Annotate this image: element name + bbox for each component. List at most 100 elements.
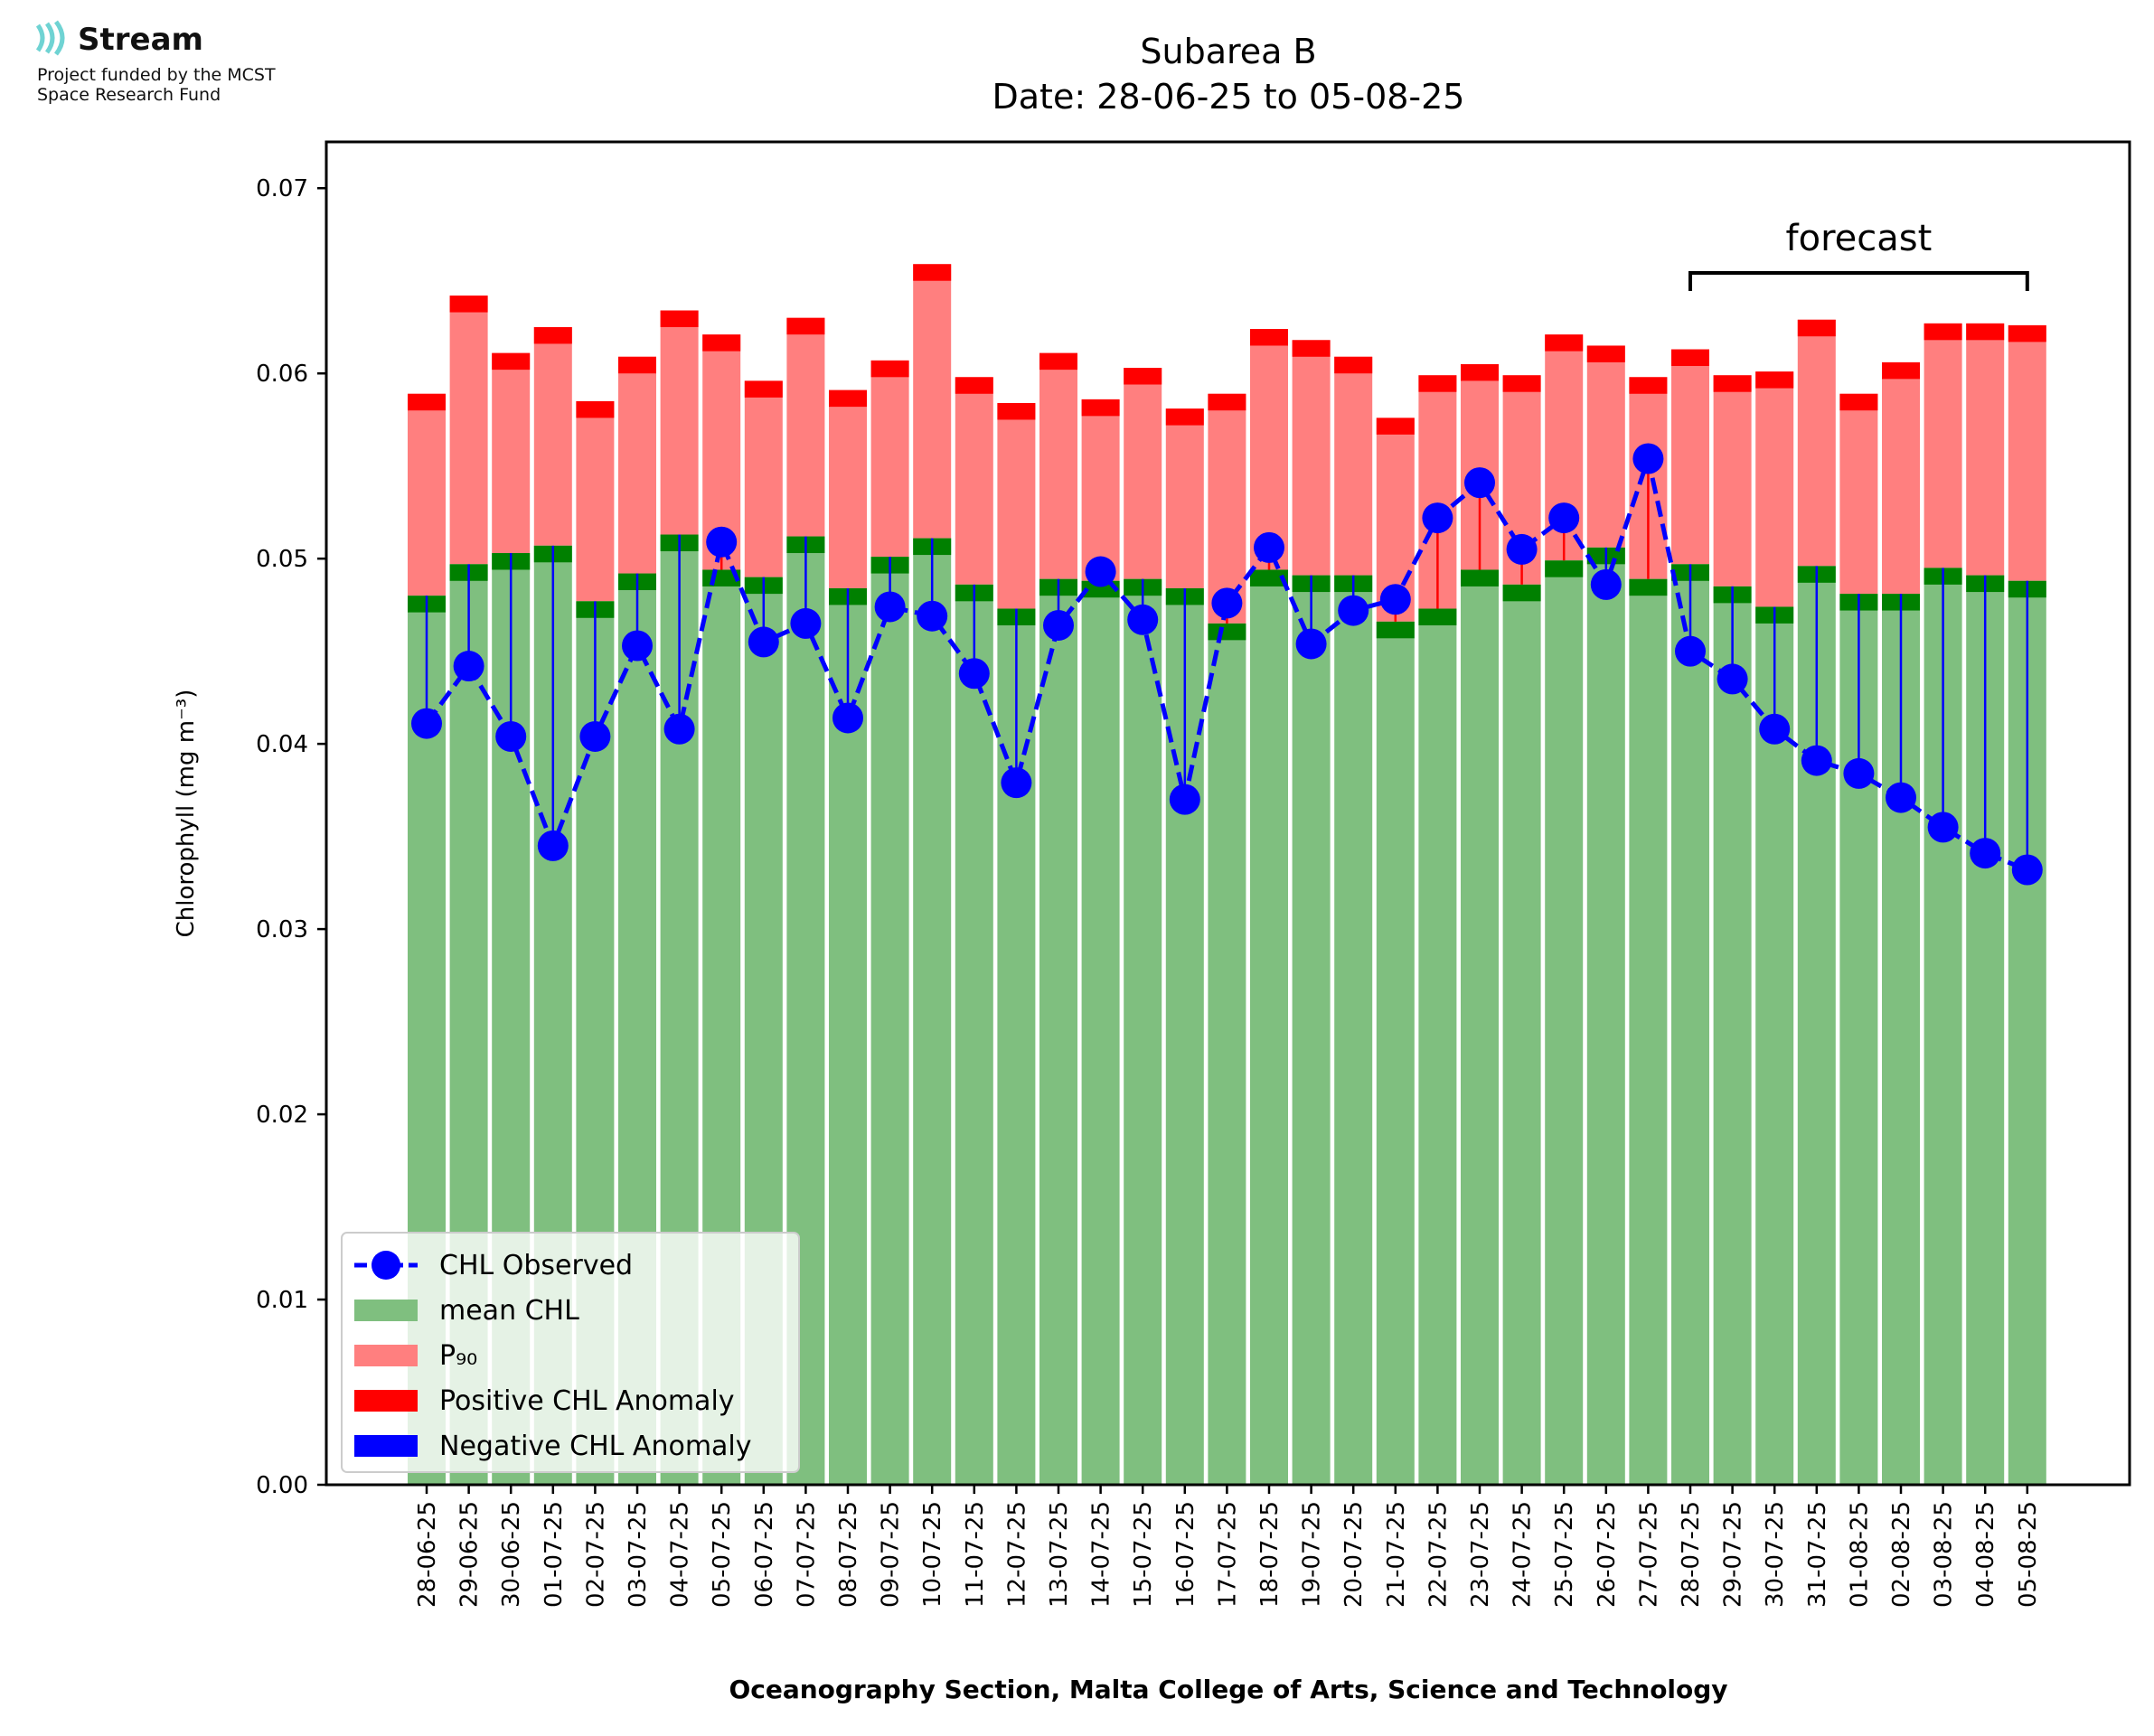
p90-bar-edge [997,403,1036,420]
observed-point [1927,812,1959,843]
observed-point [1085,556,1116,587]
p90-bar-edge [955,377,993,394]
y-tick-label: 0.00 [256,1472,308,1499]
mean-chl-bar-edge [1461,569,1499,586]
observed-point [2011,854,2043,886]
mean-chl-bar-edge [1545,560,1584,577]
p90-bar-edge [1797,319,1836,337]
p90-bar [744,380,783,577]
y-tick-label: 0.04 [256,731,308,758]
legend-label: P₉₀ [439,1340,477,1372]
mean-chl-bar [1081,580,1120,1485]
x-tick-label: 14-07-25 [1088,1501,1115,1608]
mean-chl-bar-edge [1502,584,1541,602]
observed-point [1043,609,1074,641]
x-tick-label: 09-07-25 [878,1501,905,1608]
p90-bar-edge [1545,334,1584,352]
p90-bar-edge [1882,361,1920,380]
legend-swatch [354,1435,418,1457]
x-tick-label: 18-07-25 [1256,1501,1284,1608]
p90-bar-edge [449,296,488,313]
x-tick-label: 15-07-25 [1130,1501,1157,1608]
forecast-bracket-line [1688,271,2029,291]
p90-bar-edge [1376,418,1415,435]
logo-funding-line-1: Project funded by the MCST [37,65,276,85]
observed-point [1295,628,1327,660]
observed-point [790,607,822,639]
x-tick-label: 21-07-25 [1383,1501,1410,1608]
x-tick-label: 03-07-25 [625,1501,652,1608]
p90-bar-edge [576,400,615,418]
observed-point [748,626,779,658]
legend-box [341,1232,800,1473]
y-tick-label: 0.02 [256,1102,308,1129]
forecast-bracket [1688,271,2029,291]
p90-bar-edge [1418,375,1457,392]
observed-point [1338,595,1369,626]
observed-line [424,450,2028,872]
mean-chl-bar-edge [1629,578,1668,596]
p90-bar [1124,368,1162,579]
x-tick-label: 29-06-25 [456,1501,484,1608]
p90-bar [533,326,572,546]
mean-chl-bar [1586,547,1625,1485]
p90-bar [1165,408,1204,588]
observed-point [1169,784,1200,815]
x-tick-label: 24-07-25 [1510,1501,1537,1608]
observed-point [1590,568,1622,600]
x-tick-label: 11-07-25 [962,1501,989,1608]
observed-point [1464,467,1495,499]
observed-point [1127,604,1159,635]
p90-bar-edge [1966,323,2005,341]
x-tick-label: 10-07-25 [919,1501,946,1608]
mean-chl-bar [1208,623,1246,1485]
x-tick-label: 01-08-25 [1846,1501,1873,1608]
mean-chl-bar [1250,569,1288,1485]
x-tick-label: 27-07-25 [1635,1501,1662,1608]
observed-point [1675,635,1706,667]
p90-bar [786,317,825,537]
observed-point [706,526,738,558]
p90-bar-edge [1081,399,1120,417]
p90-bar-edge [1839,393,1878,411]
p90-bar [955,377,993,585]
observed-point [874,591,906,623]
x-tick-label: 02-08-25 [1888,1501,1915,1608]
p90-bar [1924,323,1962,568]
p90-bar-edge [2008,324,2046,343]
x-tick-label: 05-08-25 [2015,1501,2042,1608]
mean-chl-bar [1629,578,1668,1485]
x-tick-label: 28-07-25 [1678,1501,1705,1608]
p90-bar [1586,345,1625,548]
p90-bar-edge [1039,352,1077,371]
p90-bar [870,360,909,558]
p90-bar [1713,375,1752,586]
observed-point [663,713,695,745]
x-tick-label: 19-07-25 [1299,1501,1326,1608]
p90-bar-edge [1713,375,1752,392]
legend-swatch [354,1390,418,1412]
mean-chl-bar [1039,578,1077,1485]
x-tick-label: 25-07-25 [1551,1501,1578,1608]
observed-point [958,658,990,690]
p90-bar-edge [786,317,825,335]
observed-point [622,630,653,662]
observed-point [495,720,527,752]
x-tick-label: 04-08-25 [1972,1501,1999,1608]
mean-chl-bar [1334,575,1373,1485]
mean-chl-bar [955,584,993,1485]
p90-bar [997,403,1036,609]
p90-bar [618,356,656,574]
x-tick-label: 31-07-25 [1804,1501,1831,1608]
x-tick-label: 05-07-25 [709,1501,736,1608]
p90-bar [829,389,867,588]
mean-chl-bar [1755,606,1794,1485]
x-tick-label: 26-07-25 [1594,1501,1621,1608]
mean-chl-bar [1376,621,1415,1485]
p90-bar [1755,371,1794,607]
anomaly-lines-layer [425,458,2029,870]
legend-swatch-marker [372,1251,400,1280]
p90-bar-edge [1292,340,1331,357]
mean-chl-bar [1418,608,1457,1485]
